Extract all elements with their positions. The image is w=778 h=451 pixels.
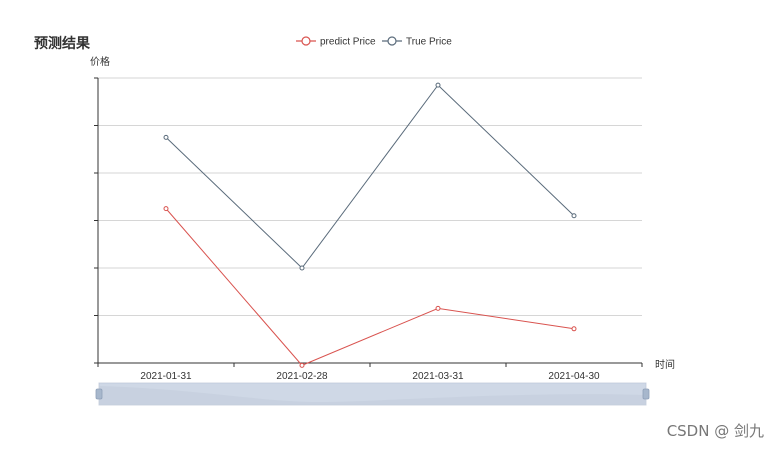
data-zoom-slider[interactable] (95, 382, 650, 406)
series-line (165, 208, 575, 366)
x-tick-label: 2021-03-31 (412, 371, 464, 382)
legend-label: predict Price (320, 37, 376, 48)
legend-label: True Price (406, 37, 452, 48)
x-tick-label: 2021-04-30 (548, 371, 600, 382)
data-point[interactable] (163, 134, 169, 140)
series-line (165, 84, 575, 269)
data-point[interactable] (435, 82, 441, 88)
grid-lines (98, 77, 642, 364)
x-axis: 2021-01-31 2021-02-28 2021-03-31 2021-04-30 (97, 362, 643, 382)
series-true-price (163, 82, 577, 271)
watermark: CSDN @ 剑九 (666, 422, 764, 440)
data-point[interactable] (299, 362, 305, 368)
legend[interactable]: predict Price True Price (296, 36, 452, 48)
legend-circle-icon (301, 36, 311, 46)
y-axis-name: 价格 (90, 55, 110, 68)
chart-title: 预测结果 (34, 35, 91, 52)
data-point[interactable] (163, 206, 169, 212)
data-zoom-handle[interactable] (642, 388, 650, 400)
data-point[interactable] (571, 326, 577, 332)
data-point[interactable] (435, 305, 441, 311)
legend-item[interactable]: True Price (382, 36, 452, 48)
series-predict-price (163, 206, 577, 368)
legend-circle-icon (387, 36, 397, 46)
legend-item[interactable]: predict Price (296, 36, 376, 48)
data-point[interactable] (299, 265, 305, 271)
y-axis (94, 77, 99, 364)
x-tick-label: 2021-02-28 (276, 371, 328, 382)
data-zoom-handle[interactable] (95, 388, 103, 400)
data-zoom-shadow (99, 386, 646, 405)
data-point[interactable] (571, 213, 577, 219)
x-axis-name: 时间 (655, 358, 675, 371)
series-layer (163, 82, 577, 368)
x-tick-label: 2021-01-31 (140, 371, 192, 382)
